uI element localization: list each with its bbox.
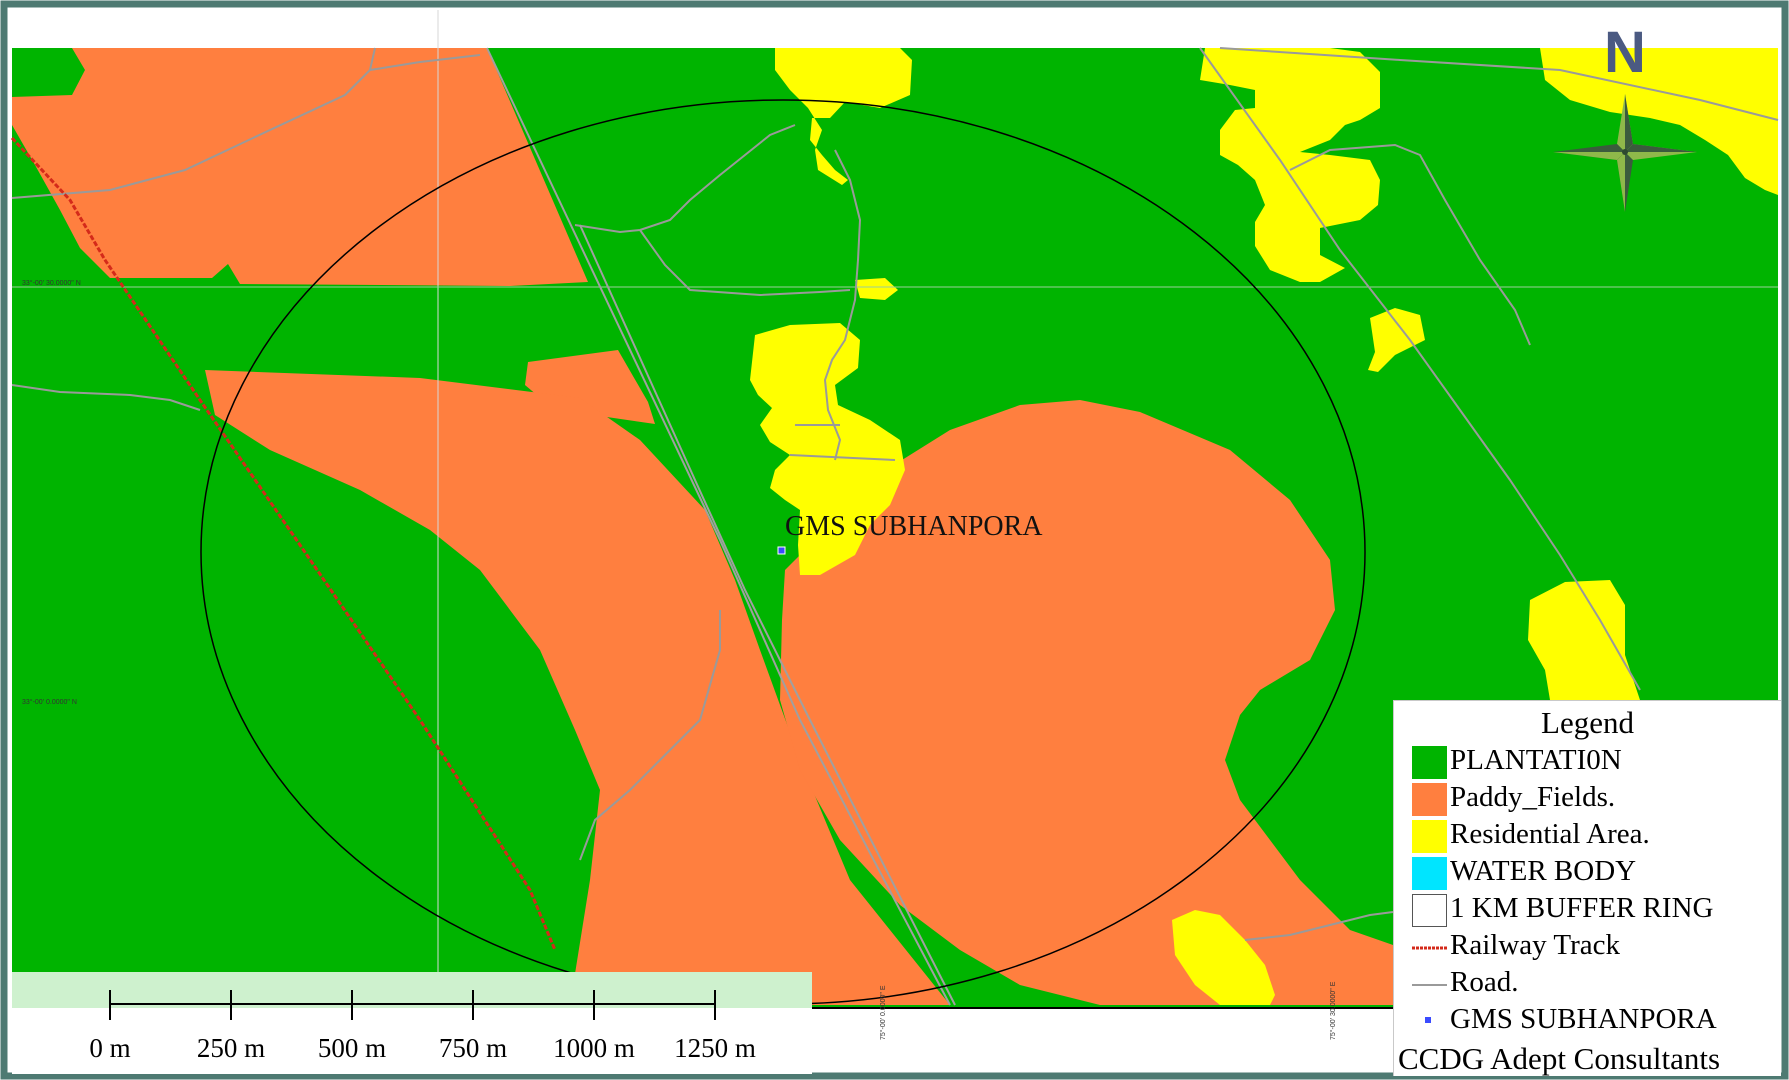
residential-north-2 — [855, 278, 898, 300]
legend-swatch — [1412, 931, 1447, 964]
legend-title: Legend — [1541, 705, 1634, 740]
residential-northeast — [1200, 48, 1380, 282]
legend-swatch — [1412, 968, 1447, 1001]
scale-tick-label: 250 m — [196, 1033, 266, 1063]
legend-swatch — [1412, 783, 1447, 816]
residential-southeast — [1172, 910, 1275, 1005]
lon-label: 75°-00' 30.0000" E — [1330, 981, 1337, 1040]
top-margin — [12, 10, 1778, 48]
lat-label: 33°-00' 30.0000" N — [22, 280, 81, 287]
legend-item-label: Residential Area. — [1450, 818, 1650, 850]
scale-tick-label: 1250 m — [674, 1033, 756, 1063]
legend-swatch — [1412, 746, 1447, 779]
highway — [486, 47, 956, 1006]
gms-subhanpora-marker[interactable] — [777, 546, 786, 555]
legend-item-label: Road. — [1450, 966, 1519, 998]
residential-east-1 — [1368, 308, 1425, 372]
scale-tick-label: 500 m — [317, 1033, 387, 1063]
residential-east-2 — [1528, 580, 1640, 700]
site-point-icon — [1425, 1017, 1431, 1023]
legend-item-label: GMS SUBHANPORA — [1450, 1003, 1717, 1035]
residential-village — [750, 323, 905, 575]
legend-credit: CCDG Adept Consultants — [1398, 1041, 1721, 1076]
north-arrow — [1553, 94, 1697, 212]
roads — [11, 47, 1779, 941]
scale-tick-label: 1000 m — [553, 1033, 635, 1063]
legend-panel: Legend PLANTATI0N Paddy_Fields. Resident… — [1393, 700, 1781, 1076]
residential-far-northeast — [1540, 48, 1778, 195]
legend-item-label: Railway Track — [1450, 929, 1620, 961]
legend-item-label: 1 KM BUFFER RING — [1450, 892, 1714, 924]
lat-label: 33°-00' 0.0000" N — [22, 699, 77, 706]
scale-tick-label: 0 m — [89, 1033, 131, 1063]
lon-label: 75°-00' 0.0000" E — [880, 985, 887, 1041]
site-label: GMS SUBHANPORA — [785, 511, 1043, 542]
scale-ticks — [109, 990, 716, 1020]
paddy-field-southwest — [205, 370, 950, 1005]
north-letter: N — [1604, 20, 1646, 85]
residential-north-1 — [775, 48, 912, 185]
legend-swatch — [1412, 857, 1447, 890]
road-symbol-icon — [1412, 984, 1447, 986]
railway-symbol-icon — [1412, 946, 1447, 950]
legend-item-label: Paddy_Fields. — [1450, 781, 1616, 813]
paddy-field-small-west — [525, 350, 655, 424]
legend-item-label: WATER BODY — [1450, 855, 1637, 887]
legend-swatch — [1412, 894, 1447, 927]
paddy-field-central — [780, 400, 1393, 1005]
legend-swatch — [1412, 1005, 1447, 1038]
legend-item-label: PLANTATI0N — [1450, 744, 1622, 776]
scale-bar-tint — [12, 972, 812, 1008]
scale-tick-label: 750 m — [438, 1033, 508, 1063]
paddy-field-northwest — [12, 48, 588, 286]
legend-swatch — [1412, 820, 1447, 853]
